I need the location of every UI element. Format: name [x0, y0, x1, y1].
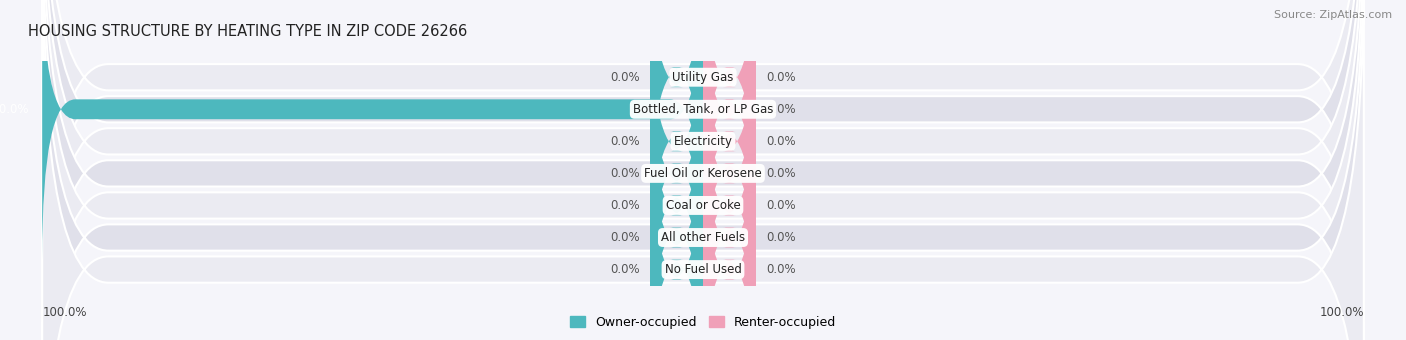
Text: Electricity: Electricity: [673, 135, 733, 148]
Text: Coal or Coke: Coal or Coke: [665, 199, 741, 212]
FancyBboxPatch shape: [650, 0, 703, 292]
Text: All other Fuels: All other Fuels: [661, 231, 745, 244]
FancyBboxPatch shape: [42, 0, 1364, 340]
FancyBboxPatch shape: [42, 0, 1364, 340]
Text: 0.0%: 0.0%: [766, 231, 796, 244]
FancyBboxPatch shape: [650, 55, 703, 340]
Text: 0.0%: 0.0%: [766, 263, 796, 276]
FancyBboxPatch shape: [703, 0, 756, 292]
Text: 0.0%: 0.0%: [610, 231, 640, 244]
Text: 0.0%: 0.0%: [610, 199, 640, 212]
Text: 0.0%: 0.0%: [610, 135, 640, 148]
Text: 100.0%: 100.0%: [42, 306, 87, 320]
FancyBboxPatch shape: [650, 119, 703, 340]
Text: Bottled, Tank, or LP Gas: Bottled, Tank, or LP Gas: [633, 103, 773, 116]
Text: Utility Gas: Utility Gas: [672, 71, 734, 84]
FancyBboxPatch shape: [703, 23, 756, 324]
Legend: Owner-occupied, Renter-occupied: Owner-occupied, Renter-occupied: [569, 316, 837, 329]
Text: Source: ZipAtlas.com: Source: ZipAtlas.com: [1274, 10, 1392, 20]
Text: 100.0%: 100.0%: [1319, 306, 1364, 320]
FancyBboxPatch shape: [42, 0, 1364, 340]
Text: 0.0%: 0.0%: [766, 103, 796, 116]
Text: 0.0%: 0.0%: [766, 135, 796, 148]
Text: No Fuel Used: No Fuel Used: [665, 263, 741, 276]
FancyBboxPatch shape: [650, 87, 703, 340]
Text: 0.0%: 0.0%: [766, 199, 796, 212]
Text: 0.0%: 0.0%: [766, 167, 796, 180]
FancyBboxPatch shape: [42, 0, 703, 260]
FancyBboxPatch shape: [703, 55, 756, 340]
Text: 0.0%: 0.0%: [766, 71, 796, 84]
Text: Fuel Oil or Kerosene: Fuel Oil or Kerosene: [644, 167, 762, 180]
Text: 0.0%: 0.0%: [610, 263, 640, 276]
FancyBboxPatch shape: [650, 0, 703, 227]
FancyBboxPatch shape: [42, 0, 1364, 340]
Text: HOUSING STRUCTURE BY HEATING TYPE IN ZIP CODE 26266: HOUSING STRUCTURE BY HEATING TYPE IN ZIP…: [28, 24, 467, 39]
Text: 0.0%: 0.0%: [610, 167, 640, 180]
FancyBboxPatch shape: [703, 0, 756, 260]
Text: 100.0%: 100.0%: [0, 103, 30, 116]
FancyBboxPatch shape: [703, 87, 756, 340]
FancyBboxPatch shape: [42, 0, 1364, 340]
FancyBboxPatch shape: [650, 23, 703, 324]
Text: 0.0%: 0.0%: [610, 71, 640, 84]
FancyBboxPatch shape: [703, 119, 756, 340]
FancyBboxPatch shape: [703, 0, 756, 227]
FancyBboxPatch shape: [42, 0, 1364, 340]
FancyBboxPatch shape: [42, 0, 1364, 340]
